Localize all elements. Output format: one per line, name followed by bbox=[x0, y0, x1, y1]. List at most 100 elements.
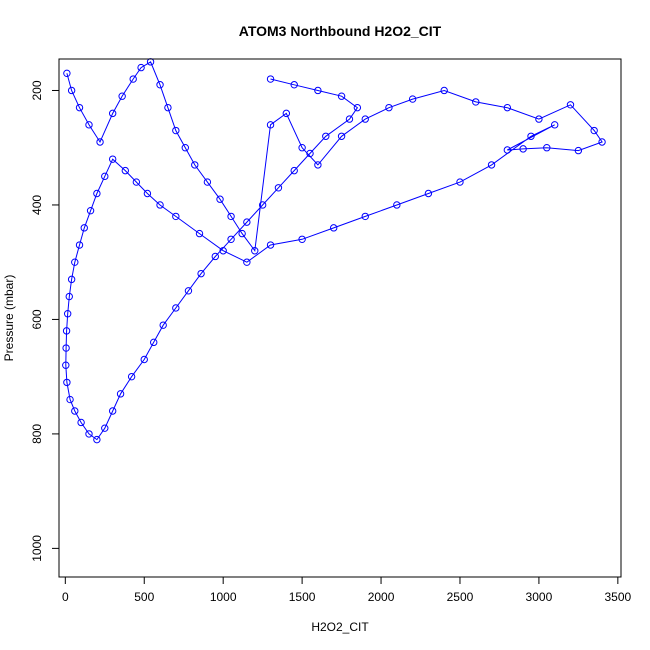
y-tick-label: 1000 bbox=[30, 535, 44, 562]
data-point bbox=[62, 361, 70, 369]
data-point bbox=[63, 310, 72, 318]
data-point bbox=[65, 292, 73, 301]
data-point bbox=[385, 103, 393, 112]
x-tick-label: 3000 bbox=[526, 590, 553, 604]
data-point bbox=[172, 304, 180, 312]
data-point bbox=[322, 132, 330, 140]
data-point bbox=[243, 218, 251, 226]
data-point bbox=[329, 224, 338, 232]
data-point bbox=[211, 252, 219, 261]
data-point bbox=[62, 344, 70, 352]
data-point bbox=[108, 109, 117, 118]
data-point bbox=[132, 178, 141, 186]
data-point bbox=[172, 212, 180, 221]
data-point bbox=[251, 247, 259, 255]
data-point bbox=[274, 184, 283, 192]
data-point bbox=[116, 390, 125, 398]
data-point bbox=[282, 109, 291, 118]
data-point bbox=[101, 424, 109, 432]
series-line bbox=[65, 61, 603, 441]
data-point bbox=[227, 212, 235, 221]
data-point bbox=[143, 189, 152, 198]
data-point bbox=[172, 126, 180, 135]
data-point bbox=[574, 146, 583, 155]
data-point bbox=[203, 178, 212, 186]
data-point bbox=[503, 103, 512, 112]
data-point bbox=[181, 144, 189, 152]
data-point bbox=[63, 378, 71, 387]
data-point bbox=[393, 201, 401, 209]
data-point bbox=[195, 229, 204, 238]
data-point bbox=[227, 235, 235, 243]
data-point bbox=[408, 95, 417, 103]
data-point bbox=[266, 75, 275, 83]
data-point bbox=[67, 86, 76, 95]
data-point bbox=[598, 138, 606, 146]
x-tick-label: 2500 bbox=[447, 590, 474, 604]
data-point bbox=[243, 258, 251, 266]
data-point bbox=[150, 338, 158, 347]
data-point bbox=[77, 418, 85, 427]
data-point bbox=[456, 178, 464, 186]
x-tick-label: 0 bbox=[62, 590, 69, 604]
data-point bbox=[108, 155, 117, 163]
data-point bbox=[93, 189, 101, 198]
data-point bbox=[184, 287, 193, 295]
data-point bbox=[140, 355, 148, 364]
data-point bbox=[472, 98, 480, 106]
data-point bbox=[361, 115, 369, 123]
data-point bbox=[63, 69, 71, 78]
data-point bbox=[156, 81, 164, 89]
data-point bbox=[75, 241, 84, 249]
y-axis: 200 400 600 800 1000 bbox=[30, 80, 60, 562]
data-point bbox=[238, 229, 246, 238]
data-point bbox=[80, 224, 88, 232]
y-tick-label: 800 bbox=[30, 424, 44, 444]
y-tick-label: 400 bbox=[30, 195, 44, 215]
data-point bbox=[164, 103, 172, 112]
data-point bbox=[108, 407, 117, 415]
data-point bbox=[543, 144, 551, 152]
data-point bbox=[85, 121, 93, 129]
data-point bbox=[66, 395, 74, 404]
data-point bbox=[127, 372, 136, 381]
data-point bbox=[85, 430, 93, 438]
data-point bbox=[219, 247, 227, 255]
data-point bbox=[137, 63, 145, 72]
data-point bbox=[62, 327, 71, 335]
x-tick-label: 500 bbox=[134, 590, 154, 604]
data-point bbox=[337, 92, 346, 100]
data-point bbox=[156, 201, 164, 209]
data-point bbox=[550, 121, 559, 129]
data-point bbox=[197, 269, 205, 278]
data-point bbox=[67, 275, 76, 284]
data-point bbox=[353, 103, 362, 112]
plot-series bbox=[62, 58, 606, 444]
data-point bbox=[487, 161, 496, 169]
plot-frame bbox=[58, 58, 622, 578]
data-point bbox=[290, 81, 298, 89]
x-axis: 0 500 1000 1500 2000 2500 3000 3500 bbox=[62, 576, 632, 604]
y-tick-label: 200 bbox=[30, 80, 44, 100]
x-axis-label: H2O2_CIT bbox=[311, 620, 369, 634]
data-point bbox=[96, 138, 104, 146]
data-point bbox=[314, 161, 322, 169]
data-point bbox=[566, 101, 575, 109]
x-tick-label: 1500 bbox=[289, 590, 316, 604]
y-tick-label: 600 bbox=[30, 309, 44, 329]
data-point bbox=[75, 103, 84, 112]
x-tick-label: 3500 bbox=[604, 590, 631, 604]
data-point bbox=[93, 435, 101, 444]
data-point bbox=[86, 206, 95, 215]
y-axis-label: Pressure (mbar) bbox=[2, 275, 16, 362]
chart-title: ATOM3 Northbound H2O2_CIT bbox=[239, 23, 442, 39]
data-point bbox=[129, 75, 137, 83]
data-point bbox=[527, 132, 535, 140]
x-tick-label: 2000 bbox=[368, 590, 395, 604]
data-point bbox=[535, 115, 543, 123]
data-point bbox=[216, 195, 224, 203]
x-tick-label: 1000 bbox=[210, 590, 237, 604]
data-point bbox=[345, 115, 354, 123]
data-point bbox=[519, 145, 527, 153]
